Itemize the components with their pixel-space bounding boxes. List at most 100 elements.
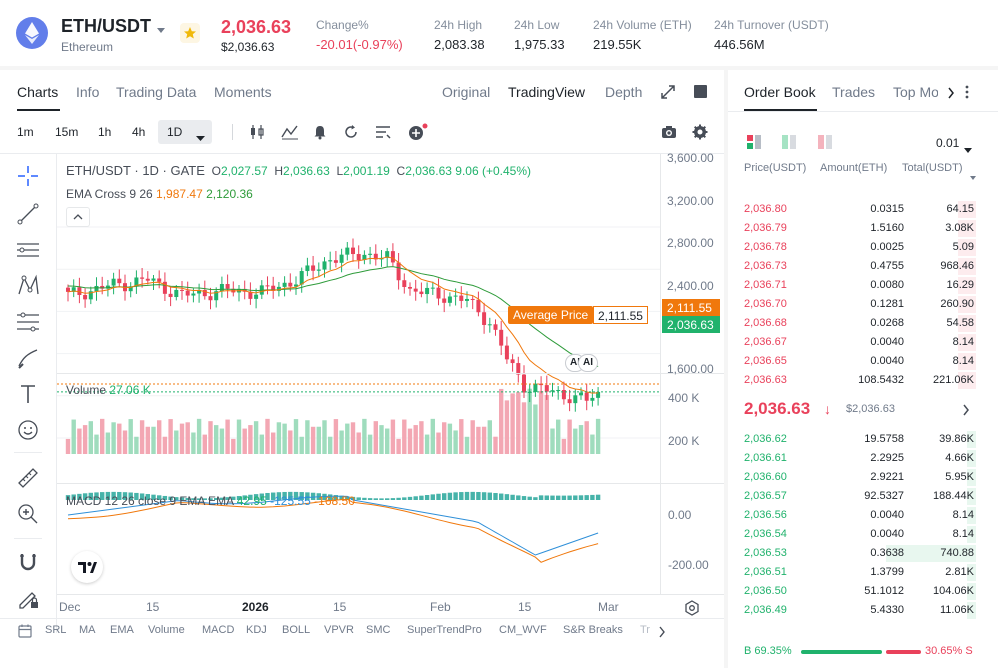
calendar-icon[interactable] (18, 624, 32, 638)
tf-1h[interactable]: 1h (98, 125, 112, 139)
horizontal-lines-icon[interactable] (14, 236, 42, 264)
ema-fast-line (67, 256, 599, 394)
tf-1d-selected[interactable] (158, 120, 212, 144)
settings-list-icon[interactable] (375, 125, 391, 139)
tab-charts[interactable]: Charts (17, 84, 59, 100)
replay-icon[interactable] (343, 124, 359, 140)
indicator-volume[interactable]: Volume (148, 624, 185, 636)
pair-symbol[interactable]: ETH/USDT (61, 16, 151, 36)
tab-top-movers[interactable]: Top Mo (893, 84, 938, 100)
tf-4h[interactable]: 4h (132, 125, 146, 139)
tab-trades[interactable]: Trades (832, 84, 876, 100)
bid-row[interactable]: 2,036.51 1.3799 2.81K (728, 563, 998, 582)
indicator-smc[interactable]: SMC (366, 624, 391, 636)
precision-select[interactable]: 0.01 (936, 136, 960, 150)
pane-divider-volume (57, 373, 724, 374)
brush-icon[interactable] (14, 344, 42, 372)
tab-trading-data[interactable]: Trading Data (116, 84, 197, 100)
chevron-down-icon[interactable] (156, 22, 166, 33)
bid-row[interactable]: 2,036.49 5.4330 11.06K (728, 601, 998, 620)
more-vertical-icon[interactable] (964, 84, 970, 100)
ask-row[interactable]: 2,036.65 0.0040 8.14 (728, 352, 998, 371)
chevron-right-icon[interactable] (658, 625, 666, 638)
chart-settings-icon[interactable] (684, 600, 700, 616)
bid-row[interactable]: 2,036.57 92.5327 188.44K (728, 487, 998, 506)
view-depth[interactable]: Depth (605, 84, 643, 100)
indicator-tr[interactable]: Tr (640, 624, 650, 636)
bid-row[interactable]: 2,036.53 0.3638 740.88 (728, 544, 998, 563)
ask-row[interactable]: 2,036.63 108.5432 221.06K (728, 371, 998, 390)
indicator-cm-wvf[interactable]: CM_WVF (499, 624, 547, 636)
indicators-icon[interactable] (281, 124, 299, 140)
view-bids-icon[interactable] (781, 134, 797, 150)
tab-order-book[interactable]: Order Book (744, 84, 816, 100)
ask-row[interactable]: 2,036.68 0.0268 54.58 (728, 314, 998, 333)
ask-amount: 0.0315 (870, 203, 904, 215)
candle-type-icon[interactable] (248, 124, 266, 140)
tab-moments[interactable]: Moments (214, 84, 272, 100)
bid-row[interactable]: 2,036.56 0.0040 8.14 (728, 506, 998, 525)
ask-row[interactable]: 2,036.73 0.4755 968.46 (728, 257, 998, 276)
indicator-ema[interactable]: EMA (110, 624, 134, 636)
tab-info[interactable]: Info (76, 84, 100, 100)
bid-row[interactable]: 2,036.62 19.5758 39.86K (728, 430, 998, 449)
bid-row[interactable]: 2,036.61 2.2925 4.66K (728, 449, 998, 468)
tabs-chevron-right-icon[interactable] (947, 86, 955, 99)
tf-1d[interactable]: 1D (167, 125, 183, 139)
ask-row[interactable]: 2,036.70 0.1281 260.90 (728, 295, 998, 314)
indicator-macd[interactable]: MACD (202, 624, 235, 636)
indicator-srl[interactable]: SRL (45, 624, 67, 636)
indicator-boll[interactable]: BOLL (282, 624, 311, 636)
indicator-kdj[interactable]: KDJ (246, 624, 267, 636)
ruler-icon[interactable] (14, 464, 42, 492)
tradingview-logo-icon[interactable] (71, 551, 103, 583)
ask-row[interactable]: 2,036.78 0.0025 5.09 (728, 238, 998, 257)
view-asks-icon[interactable] (817, 134, 833, 150)
candle-body (339, 254, 344, 263)
ask-row[interactable]: 2,036.67 0.0040 8.14 (728, 333, 998, 352)
volume-bar (590, 434, 595, 454)
header-total[interactable]: Total(USDT) (902, 162, 963, 174)
zoom-in-icon[interactable] (14, 500, 42, 528)
mid-chevron-right-icon[interactable] (962, 403, 970, 416)
bid-row[interactable]: 2,036.60 2.9221 5.95K (728, 468, 998, 487)
price-chart[interactable] (57, 154, 724, 634)
favorite-star-icon[interactable] (180, 23, 200, 43)
fib-icon[interactable] (14, 308, 42, 336)
total-caret-icon[interactable] (970, 167, 976, 180)
alert-icon[interactable] (312, 124, 328, 140)
layout-icon[interactable] (694, 85, 707, 98)
lock-drawings-icon[interactable] (14, 584, 42, 612)
ask-row[interactable]: 2,036.80 0.0315 64.15 (728, 200, 998, 219)
tf-1m[interactable]: 1m (17, 125, 34, 139)
view-original[interactable]: Original (442, 84, 491, 100)
indicator-supertrendpro[interactable]: SuperTrendPro (407, 624, 482, 636)
ask-row[interactable]: 2,036.71 0.0080 16.29 (728, 276, 998, 295)
volume-bar (65, 438, 71, 454)
tf-chevron-down-icon[interactable] (196, 129, 205, 141)
pattern-icon[interactable] (14, 272, 42, 300)
expand-icon[interactable] (660, 84, 676, 100)
candle-body (510, 359, 515, 364)
bid-row[interactable]: 2,036.54 0.0040 8.14 (728, 525, 998, 544)
indicator-ma[interactable]: MA (79, 624, 96, 636)
bid-row[interactable]: 2,036.50 51.1012 104.06K (728, 582, 998, 601)
tf-15m[interactable]: 15m (55, 125, 79, 139)
trend-line-icon[interactable] (14, 200, 42, 228)
text-tool-icon[interactable] (14, 380, 42, 408)
view-tradingview[interactable]: TradingView (508, 84, 586, 100)
gear-icon[interactable] (692, 124, 708, 140)
macd-axis-label: 0.00 (668, 508, 692, 522)
magnet-icon[interactable] (14, 548, 42, 576)
collapse-legend-button[interactable] (66, 207, 90, 227)
view-both-icon[interactable] (746, 134, 762, 150)
add-indicator-icon[interactable] (408, 123, 428, 141)
indicator-vpvr[interactable]: VPVR (324, 624, 354, 636)
precision-chevron-down-icon[interactable] (964, 140, 972, 153)
camera-icon[interactable] (661, 125, 677, 139)
indicator-sr-breaks[interactable]: S&R Breaks (563, 624, 623, 636)
ai-badge[interactable]: AI (578, 354, 598, 372)
ask-row[interactable]: 2,036.79 1.5160 3.08K (728, 219, 998, 238)
emoji-icon[interactable] (14, 416, 42, 444)
crosshair-icon[interactable] (14, 162, 42, 190)
